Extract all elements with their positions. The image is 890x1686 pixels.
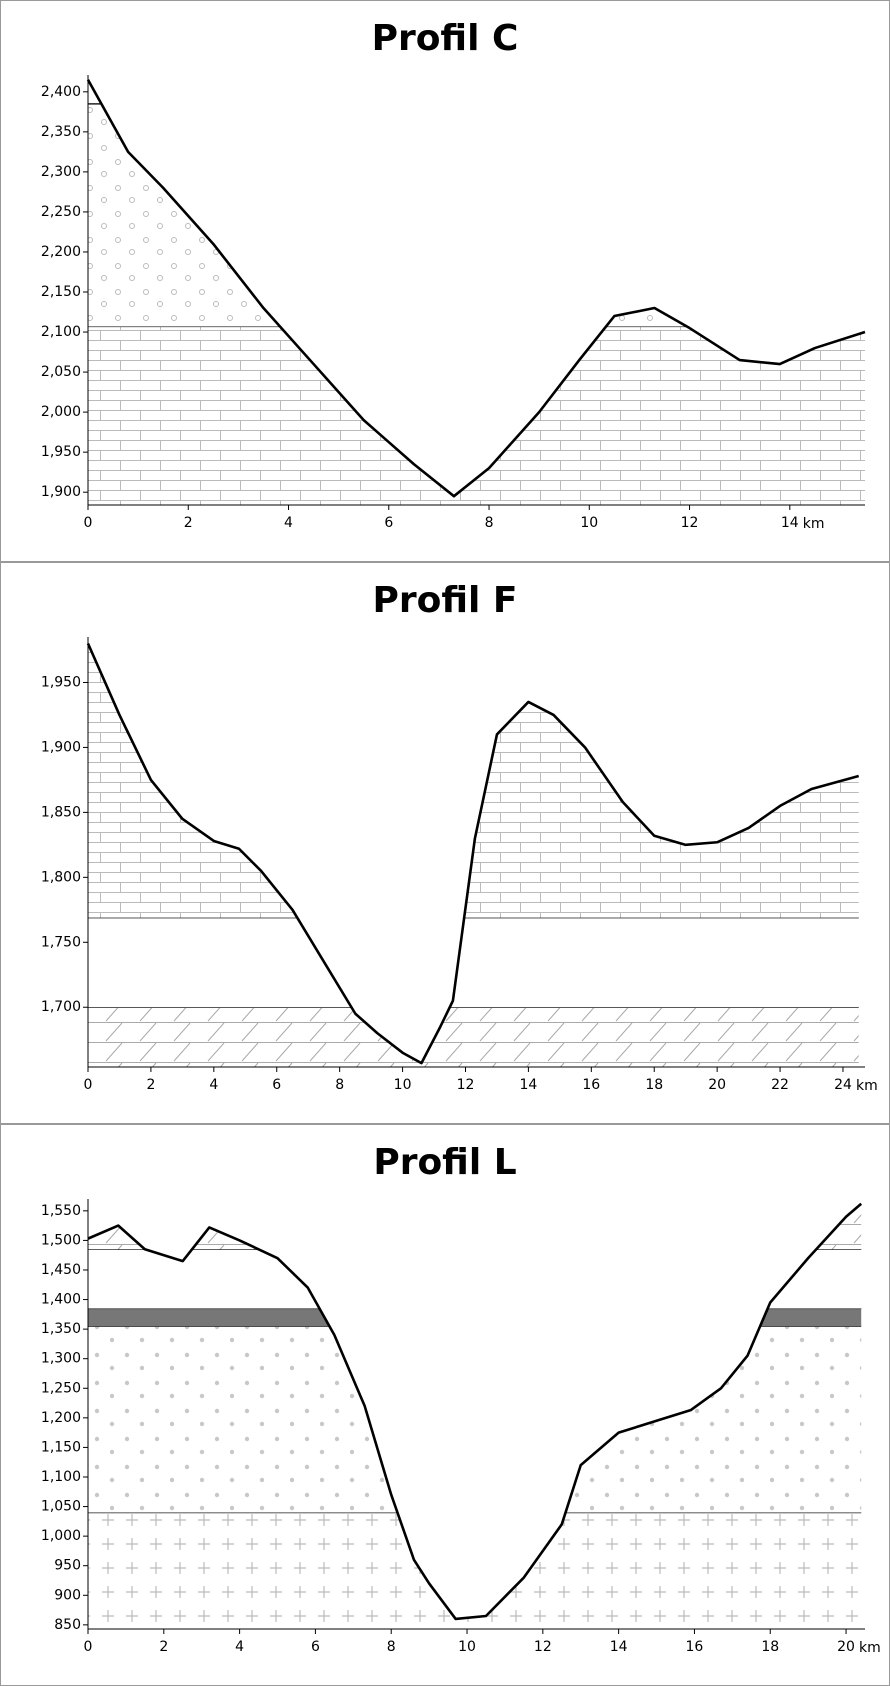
x-tick-label: 14 [610, 1639, 628, 1655]
y-tick-label: 1,350 [41, 1321, 81, 1337]
x-unit: km [859, 1640, 881, 1656]
y-tick-label: 1,150 [41, 1439, 81, 1455]
y-tick-label: 1,300 [41, 1351, 81, 1367]
x-tick-label: 8 [335, 1077, 344, 1093]
x-tick-label: 2 [146, 1077, 155, 1093]
x-unit: km [856, 1078, 878, 1094]
y-tick-label: 1,500 [41, 1232, 81, 1248]
layer [88, 1512, 865, 1629]
y-tick-label: 950 [54, 1558, 81, 1574]
y-tick-label: 1,750 [41, 934, 81, 950]
y-tick-label: 2,350 [41, 124, 81, 140]
y-tick-label: 1,850 [41, 804, 81, 820]
x-tick-label: 14 [519, 1077, 537, 1093]
layers [88, 1199, 865, 1629]
layer [88, 1199, 865, 1249]
x-tick-label: 10 [458, 1639, 476, 1655]
y-tick-label: 2,300 [41, 164, 81, 180]
x-tick-label: 12 [681, 515, 699, 531]
layers [88, 104, 865, 505]
y-tick-label: 2,050 [41, 364, 81, 380]
x-tick-label: 2 [184, 515, 193, 531]
x-tick-label: 18 [645, 1077, 663, 1093]
x-tick-label: 8 [387, 1639, 396, 1655]
y-tick-label: 1,800 [41, 869, 81, 885]
x-tick-label: 6 [272, 1077, 281, 1093]
x-tick-label: 20 [708, 1077, 726, 1093]
x-tick-label: 2 [159, 1639, 168, 1655]
y-tick-label: 2,150 [41, 284, 81, 300]
x-tick-label: 16 [686, 1639, 704, 1655]
page: Profil C 1,900 1,950 2,000 2,050 2,100 2,150 2,… [0, 0, 890, 1686]
y-tick-label: 1,050 [41, 1499, 81, 1515]
chart-title: Profil L [373, 1142, 516, 1183]
x-tick-label: 22 [771, 1077, 789, 1093]
layer [88, 1249, 865, 1308]
layer [88, 1007, 865, 1067]
chart-panel: Profil F 1,700 1,750 1,800 1,850 1,900 1,950 0 2… [1, 563, 890, 1124]
y-tick-label: 1,200 [41, 1410, 81, 1426]
chart-title: Profil C [372, 18, 519, 59]
y-tick-label: 1,550 [41, 1203, 81, 1219]
x-tick-label: 10 [394, 1077, 412, 1093]
layer [88, 104, 865, 327]
layer [88, 637, 865, 918]
x-tick-label: 12 [534, 1639, 552, 1655]
x-tick-label: 4 [235, 1639, 244, 1655]
chart-panel: Profil C 1,900 1,950 2,000 2,050 2,100 2,150 2,… [1, 1, 890, 562]
x-tick-label: 18 [761, 1639, 779, 1655]
x-tick-label: 24 [834, 1077, 852, 1093]
y-tick-label: 1,000 [41, 1528, 81, 1544]
x-tick-label: 4 [209, 1077, 218, 1093]
y-tick-label: 850 [54, 1617, 81, 1633]
x-tick-label: 6 [384, 515, 393, 531]
y-tick-label: 900 [54, 1587, 81, 1603]
layers [88, 637, 865, 1067]
x-tick-label: 0 [84, 515, 93, 531]
x-unit: km [803, 516, 825, 532]
x-tick-label: 0 [84, 1077, 93, 1093]
y-tick-label: 1,900 [41, 484, 81, 500]
y-tick-label: 1,700 [41, 999, 81, 1015]
x-tick-label: 14 [781, 515, 799, 531]
y-tick-label: 1,250 [41, 1380, 81, 1396]
chart-panel: Profil L 850 900 950 1,000 1,050 1,100 1,150 1,2… [1, 1125, 890, 1686]
x-tick-label: 12 [457, 1077, 475, 1093]
layer [88, 1308, 865, 1326]
y-tick-label: 2,400 [41, 84, 81, 100]
y-tick-label: 2,000 [41, 404, 81, 420]
y-tick-label: 2,200 [41, 244, 81, 260]
x-tick-label: 16 [582, 1077, 600, 1093]
x-tick-label: 8 [485, 515, 494, 531]
y-tick-label: 1,400 [41, 1292, 81, 1308]
x-tick-label: 4 [284, 515, 293, 531]
x-tick-label: 0 [84, 1639, 93, 1655]
y-tick-label: 2,100 [41, 324, 81, 340]
y-tick-label: 1,100 [41, 1469, 81, 1485]
y-tick-label: 1,950 [41, 674, 81, 690]
chart-title: Profil F [372, 580, 517, 621]
y-tick-label: 1,900 [41, 739, 81, 755]
x-tick-label: 20 [837, 1639, 855, 1655]
x-tick-label: 6 [311, 1639, 320, 1655]
layer [88, 918, 865, 1008]
y-tick-label: 1,950 [41, 444, 81, 460]
x-tick-label: 10 [580, 515, 598, 531]
y-tick-label: 1,450 [41, 1262, 81, 1278]
y-tick-label: 2,250 [41, 204, 81, 220]
